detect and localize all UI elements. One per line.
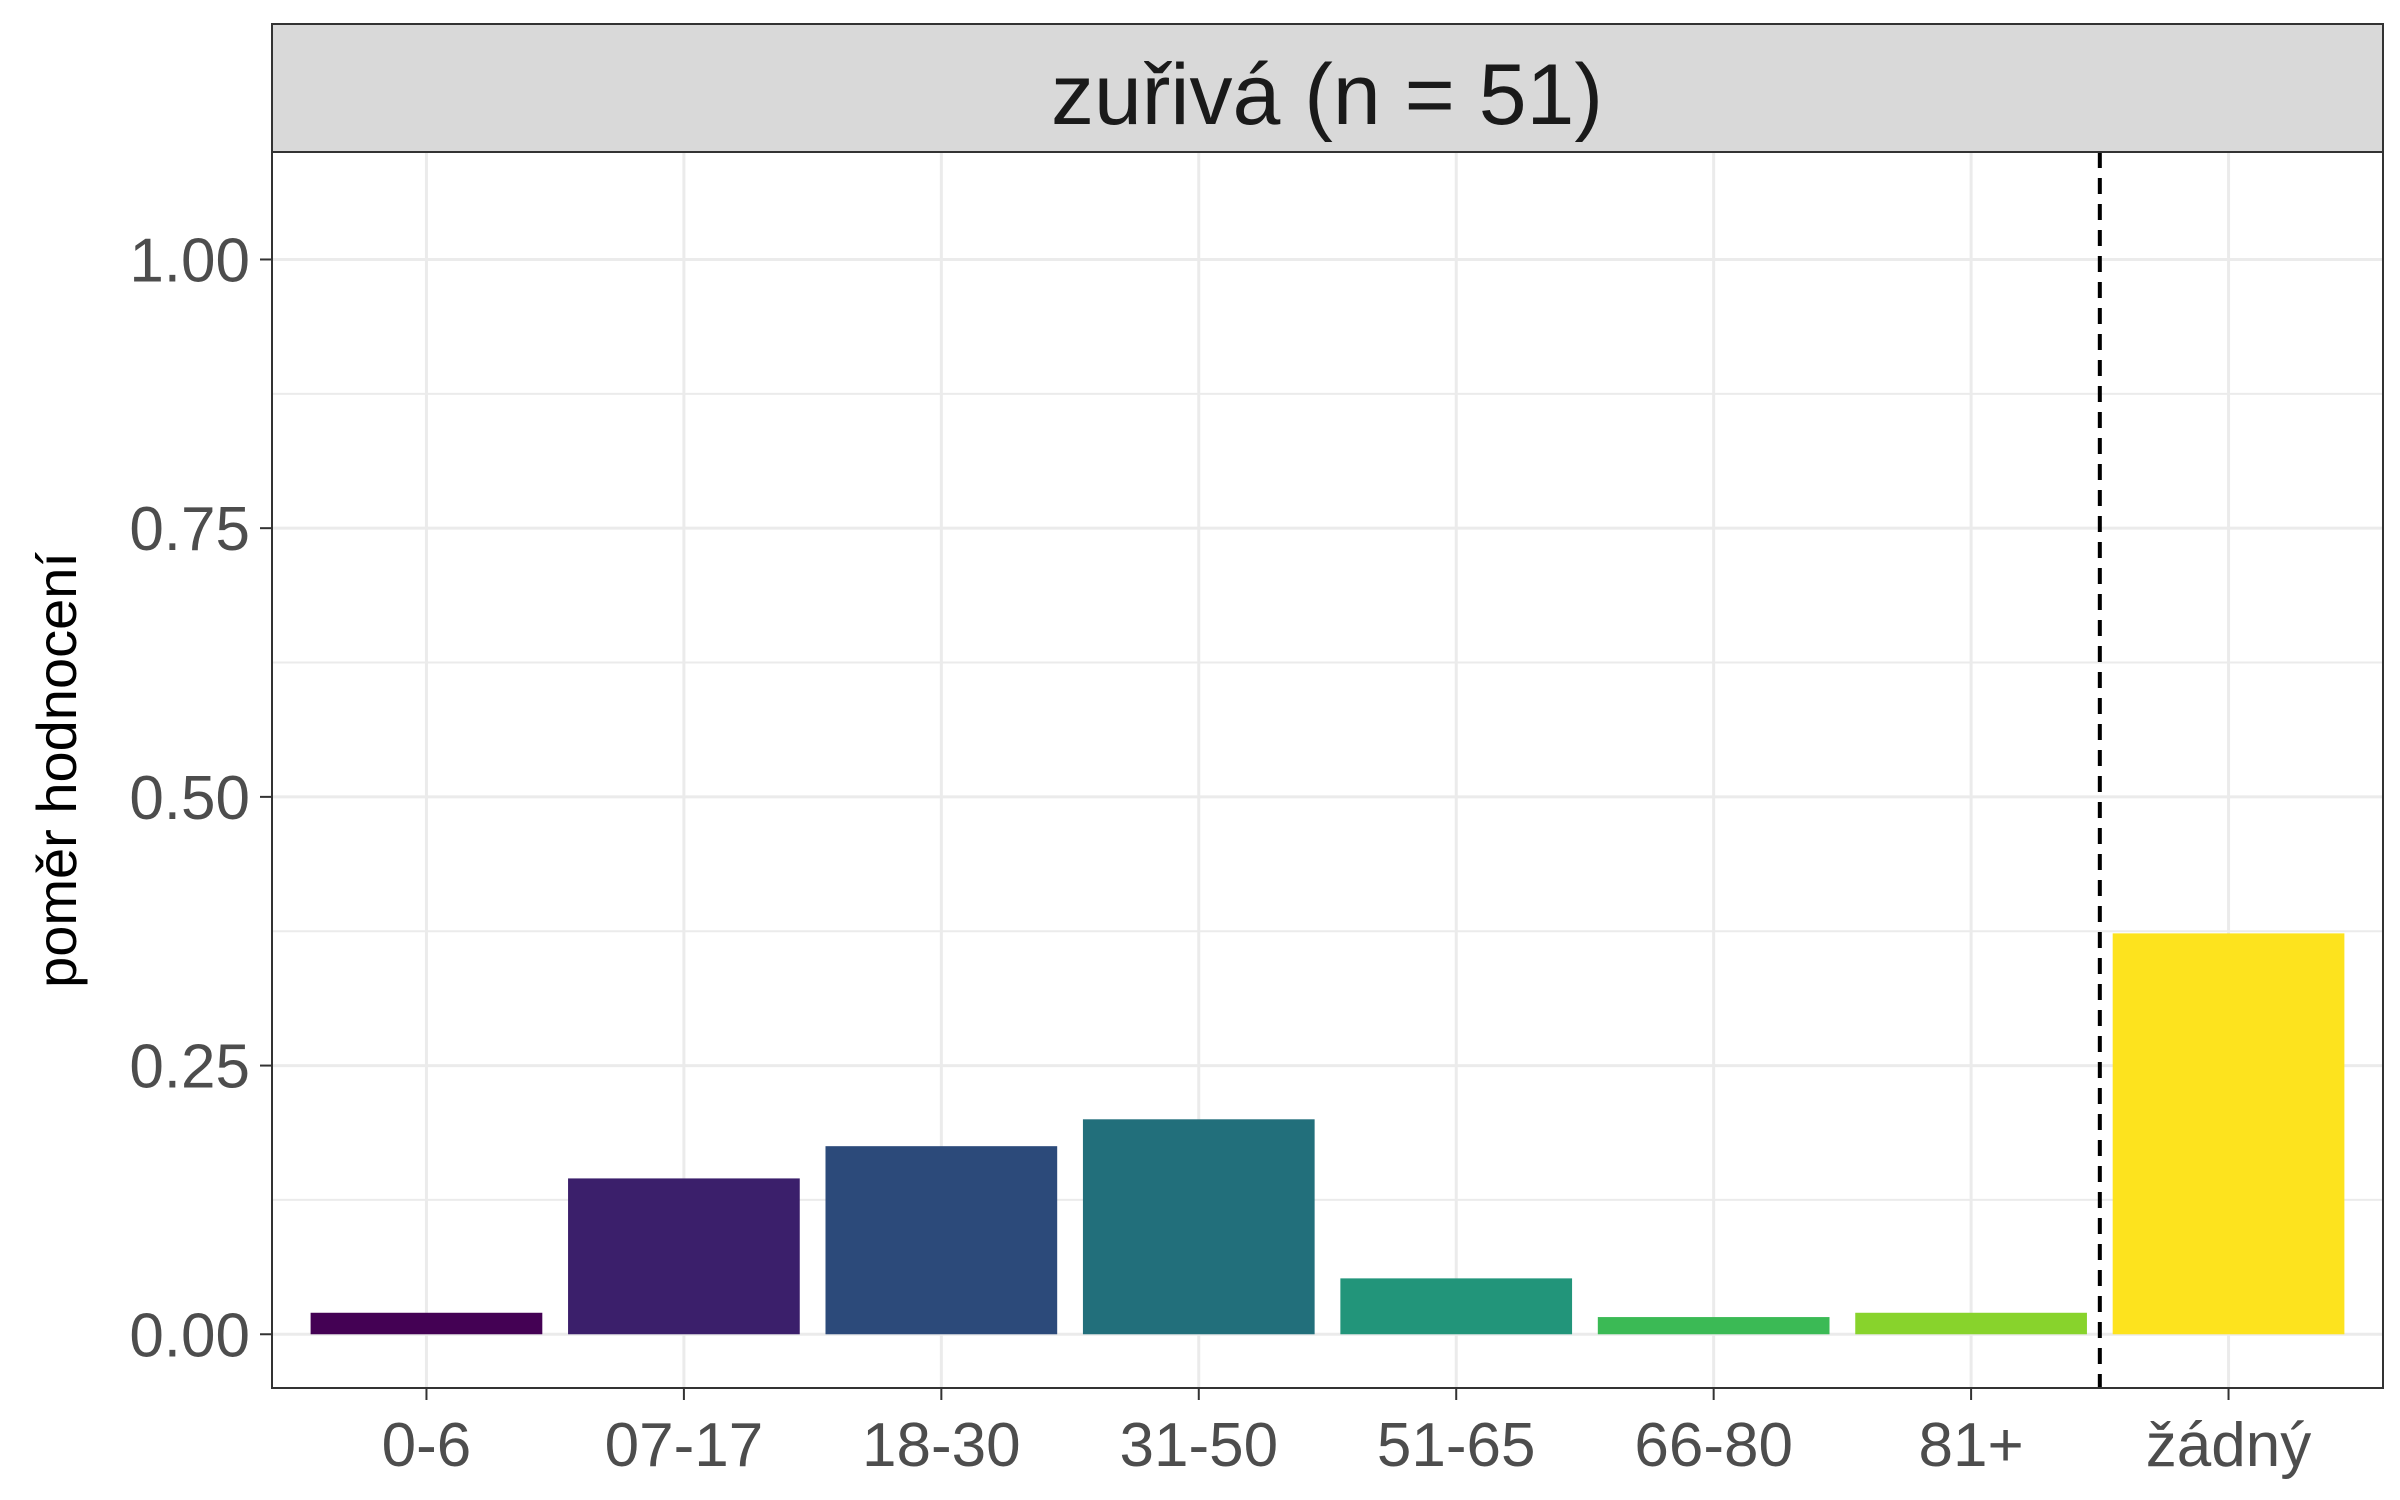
panel-border — [271, 151, 2384, 1389]
x-tick-label: 07-17 — [605, 1411, 764, 1480]
bar-žádný — [2112, 933, 2345, 1335]
bar-66-80 — [1597, 1317, 1830, 1335]
y-axis-title: poměr hodnocení — [25, 552, 88, 988]
x-tick-label: 0-6 — [382, 1411, 472, 1480]
x-tick-label: 66-80 — [1634, 1411, 1793, 1480]
bar-18-30 — [825, 1146, 1058, 1335]
y-tick-label: 0.50 — [129, 764, 250, 833]
bar-31-50 — [1082, 1119, 1315, 1335]
x-tick-label: 81+ — [1919, 1411, 2024, 1480]
x-tick-label: 31-50 — [1119, 1411, 1278, 1480]
x-axis: 0-6 07-17 18-30 31-50 51-65 66-80 81+ žádný — [382, 1388, 2311, 1480]
y-tick-label: 0.75 — [129, 495, 250, 564]
bar-0-6 — [310, 1312, 543, 1335]
bars — [310, 933, 2345, 1335]
bar-51-65 — [1340, 1278, 1573, 1335]
facet-title: zuřivá (n = 51) — [1051, 47, 1603, 143]
bar-81+ — [1855, 1312, 2087, 1335]
y-tick-label: 1.00 — [129, 226, 250, 295]
facet-strip — [271, 23, 2384, 153]
x-tick-label: žádný — [2146, 1411, 2311, 1480]
x-tick-label: 51-65 — [1377, 1411, 1536, 1480]
y-tick-label: 0.00 — [129, 1301, 250, 1370]
bar-07-17 — [568, 1178, 800, 1335]
y-tick-label: 0.25 — [129, 1033, 250, 1102]
y-axis: 0.00 0.25 0.50 0.75 1.00 — [129, 226, 272, 1370]
minor-gridlines — [272, 392, 2383, 1201]
x-tick-label: 18-30 — [862, 1411, 1021, 1480]
